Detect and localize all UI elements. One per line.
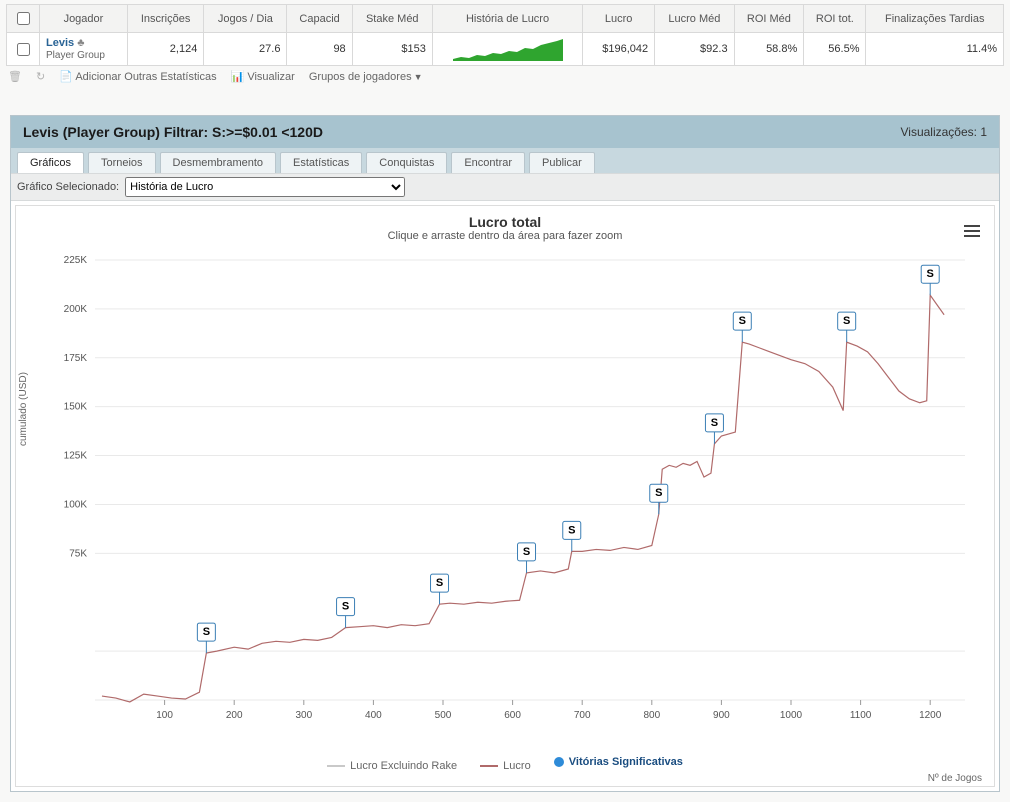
cell-lucro: $196,042 <box>583 33 655 66</box>
selector-label: Gráfico Selecionado: <box>17 181 119 193</box>
svg-text:800: 800 <box>643 710 660 721</box>
col-header[interactable]: ROI tot. <box>804 5 866 33</box>
player-stats-table: JogadorInscriçõesJogos / DiaCapacidStake… <box>6 4 1004 66</box>
player-cell[interactable]: Levis ♣ Player Group <box>40 33 128 66</box>
player-panel: × Levis (Player Group) Filtrar: S:>=$0.0… <box>10 115 1000 792</box>
trash-icon[interactable]: 🗑 <box>8 70 22 83</box>
svg-text:75K: 75K <box>69 548 87 559</box>
grupos-dropdown[interactable]: Grupos de jogadores▼ <box>309 71 423 83</box>
panel-views: Visualizações: 1 <box>901 125 988 139</box>
col-header[interactable]: Lucro <box>583 5 655 33</box>
player-subtitle: Player Group <box>46 50 105 61</box>
svg-text:1200: 1200 <box>919 710 942 721</box>
col-header[interactable]: Jogos / Dia <box>204 5 287 33</box>
tab-conquistas[interactable]: Conquistas <box>366 152 447 173</box>
cell-stake-med: $153 <box>352 33 432 66</box>
sparkline-icon <box>453 37 563 61</box>
tab-estatísticas[interactable]: Estatísticas <box>280 152 362 173</box>
chart-menu-icon[interactable] <box>960 218 984 244</box>
panel-title: Levis (Player Group) Filtrar: S:>=$0.01 … <box>23 124 323 140</box>
col-header[interactable]: Finalizações Tardias <box>866 5 1004 33</box>
player-name[interactable]: Levis <box>46 37 74 49</box>
svg-text:175K: 175K <box>64 353 88 364</box>
col-header[interactable]: Inscrições <box>127 5 203 33</box>
tab-publicar[interactable]: Publicar <box>529 152 595 173</box>
svg-text:100K: 100K <box>64 499 88 510</box>
svg-text:S: S <box>523 546 530 558</box>
panel-header: Levis (Player Group) Filtrar: S:>=$0.01 … <box>11 116 999 148</box>
x-axis-label: Nº de Jogos <box>928 773 982 784</box>
svg-text:S: S <box>568 524 575 536</box>
table-toolbar: 🗑 ↻ 📄 Adicionar Outras Estatísticas 📊 Vi… <box>0 66 1010 87</box>
svg-text:150K: 150K <box>64 402 88 413</box>
col-header[interactable]: História de Lucro <box>432 5 582 33</box>
svg-text:100: 100 <box>156 710 173 721</box>
cell-jogos-dia: 27.6 <box>204 33 287 66</box>
svg-text:1000: 1000 <box>780 710 803 721</box>
table-row: Levis ♣ Player Group 2,124 27.6 98 $153 … <box>7 33 1004 66</box>
cell-lucro-med: $92.3 <box>655 33 734 66</box>
cell-sparkline <box>432 33 582 66</box>
tab-encontrar[interactable]: Encontrar <box>451 152 525 173</box>
cell-inscricoes: 2,124 <box>127 33 203 66</box>
svg-text:S: S <box>927 268 934 280</box>
svg-text:300: 300 <box>295 710 312 721</box>
tab-strip: GráficosTorneiosDesmembramentoEstatístic… <box>11 148 999 173</box>
legend-lucro[interactable]: Lucro <box>480 760 531 772</box>
cell-capacid: 98 <box>287 33 352 66</box>
chart-area[interactable]: Lucro total Clique e arraste dentro da á… <box>15 205 995 787</box>
svg-text:S: S <box>655 487 662 499</box>
svg-text:125K: 125K <box>64 451 88 462</box>
col-header[interactable]: Jogador <box>40 5 128 33</box>
svg-text:900: 900 <box>713 710 730 721</box>
refresh-icon[interactable]: ↻ <box>36 70 45 83</box>
chart-legend: Lucro Excluindo Rake Lucro Vitórias Sign… <box>16 756 994 772</box>
svg-text:225K: 225K <box>64 255 88 266</box>
svg-text:S: S <box>436 577 443 589</box>
col-header[interactable]: Lucro Méd <box>655 5 734 33</box>
svg-text:200K: 200K <box>64 304 88 315</box>
svg-text:S: S <box>843 315 850 327</box>
legend-rake[interactable]: Lucro Excluindo Rake <box>327 760 457 772</box>
svg-text:1100: 1100 <box>850 710 872 721</box>
cell-roi-med: 58.8% <box>734 33 804 66</box>
cell-final-tardias: 11.4% <box>866 33 1004 66</box>
svg-text:200: 200 <box>226 710 243 721</box>
tab-desmembramento[interactable]: Desmembramento <box>160 152 276 173</box>
col-header[interactable]: Stake Méd <box>352 5 432 33</box>
chart-select[interactable]: História de Lucro <box>125 177 405 197</box>
select-all-checkbox[interactable] <box>17 12 30 25</box>
cell-roi-tot: 56.5% <box>804 33 866 66</box>
svg-text:400: 400 <box>365 710 382 721</box>
select-all-header[interactable] <box>7 5 40 33</box>
chart-svg: 75K 100K 125K 150K 175K 200K 225K 100 200 300 400 5… <box>16 250 994 750</box>
col-header[interactable]: Capacid <box>287 5 352 33</box>
svg-text:600: 600 <box>504 710 521 721</box>
svg-text:S: S <box>203 626 210 638</box>
chart-selector-row: Gráfico Selecionado: História de Lucro <box>11 173 999 201</box>
svg-text:S: S <box>711 417 718 429</box>
row-checkbox[interactable] <box>17 43 30 56</box>
tab-gráficos[interactable]: Gráficos <box>17 152 84 173</box>
visualizar-link[interactable]: 📊 Visualizar <box>231 70 295 83</box>
col-header[interactable]: ROI Méd <box>734 5 804 33</box>
svg-text:500: 500 <box>435 710 452 721</box>
tab-torneios[interactable]: Torneios <box>88 152 156 173</box>
svg-text:S: S <box>342 601 349 613</box>
chart-subtitle: Clique e arraste dentro da área para faz… <box>16 230 994 242</box>
add-stats-link[interactable]: 📄 Adicionar Outras Estatísticas <box>59 70 216 83</box>
svg-text:S: S <box>739 315 746 327</box>
legend-sig[interactable]: Vitórias Significativas <box>554 756 683 768</box>
chart-title: Lucro total <box>16 206 994 230</box>
svg-text:700: 700 <box>574 710 591 721</box>
